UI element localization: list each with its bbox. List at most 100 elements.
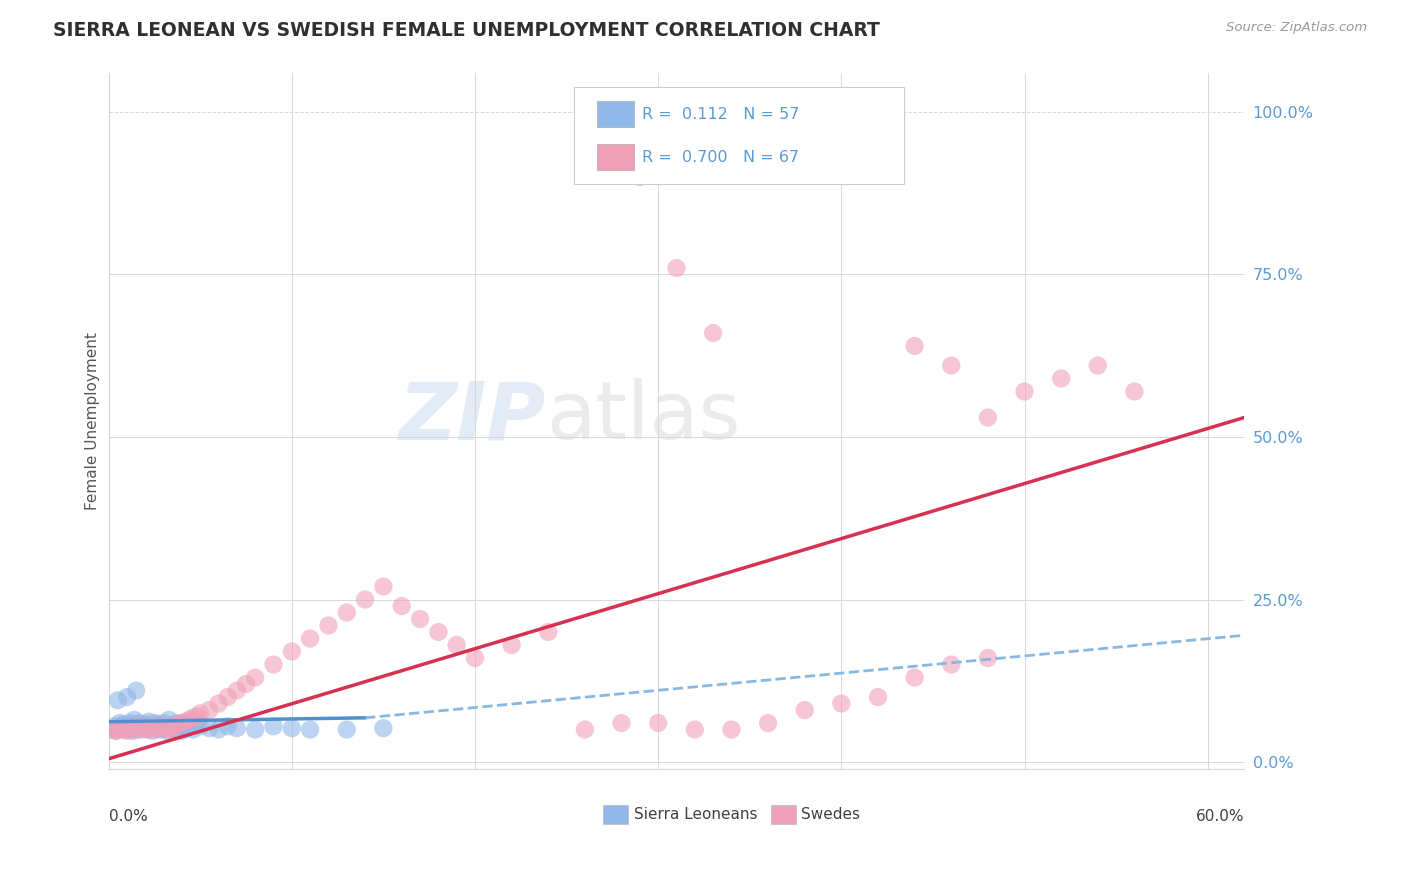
Ellipse shape [111, 714, 129, 732]
Text: 60.0%: 60.0% [1197, 809, 1244, 824]
Ellipse shape [135, 719, 153, 738]
Ellipse shape [575, 721, 595, 739]
Ellipse shape [125, 711, 143, 729]
Ellipse shape [759, 714, 778, 732]
Ellipse shape [283, 719, 301, 738]
Ellipse shape [319, 616, 337, 634]
Ellipse shape [163, 719, 181, 738]
Ellipse shape [162, 717, 180, 735]
Ellipse shape [129, 717, 148, 735]
Text: Swedes: Swedes [801, 807, 860, 822]
Ellipse shape [107, 722, 125, 740]
Ellipse shape [148, 717, 166, 735]
Ellipse shape [538, 623, 557, 641]
Ellipse shape [173, 714, 191, 732]
Ellipse shape [686, 721, 704, 739]
Ellipse shape [246, 668, 264, 687]
Ellipse shape [127, 715, 145, 733]
Ellipse shape [132, 717, 150, 735]
Ellipse shape [166, 715, 184, 733]
Ellipse shape [143, 717, 162, 735]
Ellipse shape [905, 668, 924, 687]
Ellipse shape [187, 714, 205, 732]
Ellipse shape [631, 168, 650, 186]
Ellipse shape [264, 656, 283, 673]
Text: Sierra Leoneans: Sierra Leoneans [634, 807, 758, 822]
Ellipse shape [1088, 357, 1107, 375]
Ellipse shape [1052, 369, 1070, 388]
FancyBboxPatch shape [770, 805, 796, 824]
Ellipse shape [723, 721, 741, 739]
Ellipse shape [180, 711, 198, 729]
Ellipse shape [129, 721, 148, 739]
Text: 0.0%: 0.0% [108, 809, 148, 824]
Ellipse shape [613, 714, 631, 732]
Ellipse shape [118, 722, 136, 740]
Ellipse shape [283, 642, 301, 661]
Ellipse shape [832, 695, 851, 713]
Ellipse shape [157, 721, 176, 739]
FancyBboxPatch shape [598, 144, 634, 170]
Ellipse shape [176, 719, 194, 738]
Ellipse shape [155, 714, 173, 732]
Ellipse shape [209, 721, 228, 739]
Ellipse shape [429, 623, 447, 641]
Ellipse shape [142, 717, 160, 735]
Ellipse shape [979, 409, 997, 426]
Ellipse shape [301, 630, 319, 648]
Ellipse shape [114, 721, 132, 739]
Ellipse shape [337, 721, 356, 739]
Text: Source: ZipAtlas.com: Source: ZipAtlas.com [1226, 21, 1367, 35]
Ellipse shape [374, 577, 392, 596]
Ellipse shape [138, 721, 156, 739]
Ellipse shape [1015, 383, 1033, 401]
Ellipse shape [125, 721, 143, 739]
Ellipse shape [120, 714, 138, 732]
Ellipse shape [136, 715, 155, 733]
Text: ZIP: ZIP [398, 378, 546, 457]
Ellipse shape [139, 713, 157, 731]
Ellipse shape [103, 721, 121, 739]
Ellipse shape [150, 719, 169, 738]
Ellipse shape [502, 636, 520, 654]
Ellipse shape [111, 719, 129, 738]
Ellipse shape [209, 695, 228, 713]
FancyBboxPatch shape [603, 805, 627, 824]
Ellipse shape [157, 722, 176, 740]
Text: R =  0.112   N = 57: R = 0.112 N = 57 [643, 106, 800, 121]
Ellipse shape [118, 688, 136, 706]
Ellipse shape [105, 717, 124, 735]
Ellipse shape [132, 721, 150, 739]
Ellipse shape [796, 701, 814, 719]
Y-axis label: Female Unemployment: Female Unemployment [86, 332, 100, 509]
FancyBboxPatch shape [598, 101, 634, 128]
Ellipse shape [187, 707, 205, 725]
Ellipse shape [447, 636, 465, 654]
Text: SIERRA LEONEAN VS SWEDISH FEMALE UNEMPLOYMENT CORRELATION CHART: SIERRA LEONEAN VS SWEDISH FEMALE UNEMPLO… [53, 21, 880, 40]
Ellipse shape [148, 721, 166, 739]
Ellipse shape [131, 714, 149, 732]
Ellipse shape [114, 715, 132, 733]
Ellipse shape [155, 717, 173, 735]
Ellipse shape [108, 719, 127, 738]
Ellipse shape [156, 717, 174, 735]
Ellipse shape [127, 681, 145, 699]
Ellipse shape [139, 721, 157, 739]
Ellipse shape [121, 719, 139, 738]
Ellipse shape [143, 722, 162, 740]
Ellipse shape [356, 591, 374, 608]
Ellipse shape [264, 717, 283, 735]
Ellipse shape [172, 717, 190, 735]
Ellipse shape [169, 715, 187, 733]
Ellipse shape [145, 714, 163, 732]
Ellipse shape [103, 721, 121, 739]
Ellipse shape [218, 717, 236, 735]
Ellipse shape [228, 719, 246, 738]
Ellipse shape [905, 337, 924, 355]
Ellipse shape [176, 713, 194, 731]
FancyBboxPatch shape [574, 87, 904, 185]
Text: atlas: atlas [546, 378, 740, 457]
Ellipse shape [166, 717, 184, 735]
Ellipse shape [115, 719, 135, 738]
Ellipse shape [411, 610, 429, 628]
